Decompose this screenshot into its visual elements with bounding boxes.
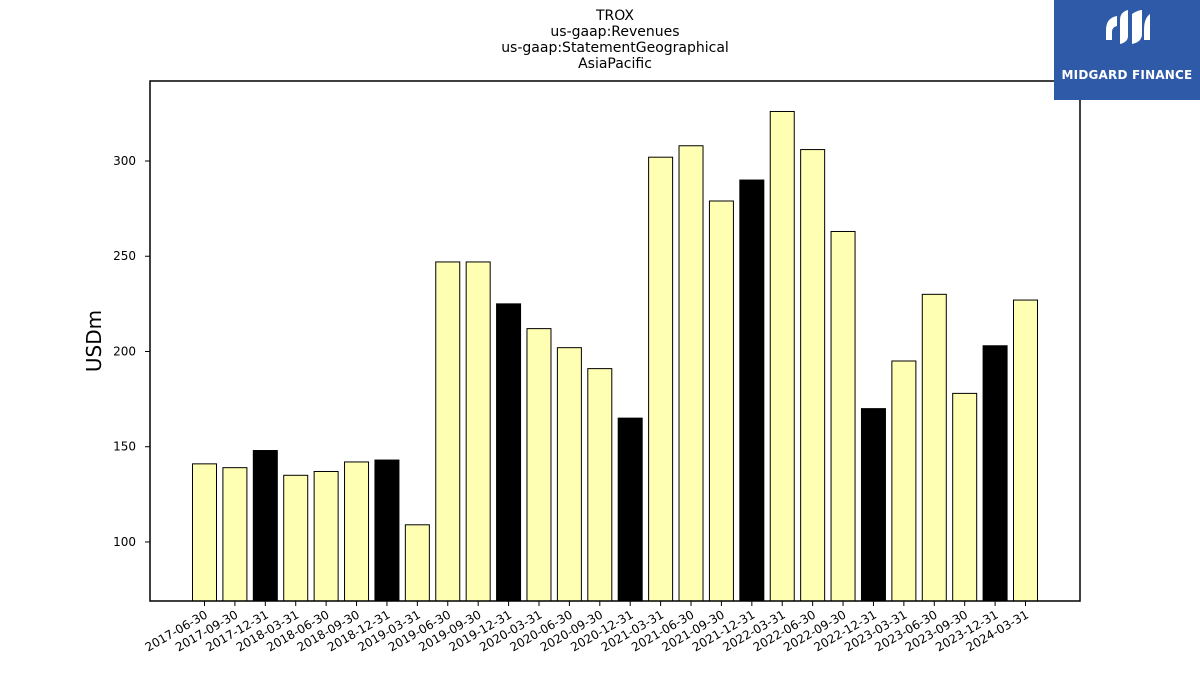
- chart-title-line-4: AsiaPacific: [578, 56, 652, 72]
- bar-2020-06-30: [556, 347, 582, 602]
- y-tick-label: 100: [113, 535, 136, 549]
- midgard-logo-mark-icon: [1106, 10, 1150, 44]
- bar-2022-09-30: [830, 230, 856, 602]
- bar-2024-03-31: [1013, 299, 1038, 602]
- bar-2021-09-30: [708, 200, 734, 602]
- bar-2018-09-30: [344, 461, 370, 602]
- bar-2020-03-31: [526, 328, 552, 602]
- bar-2023-03-31: [891, 360, 917, 602]
- bar-2020-12-31: [617, 417, 643, 602]
- bar-2019-12-31: [496, 303, 522, 602]
- y-tick-label: 200: [113, 344, 136, 358]
- bar-2019-09-30: [465, 261, 491, 602]
- bar-2020-09-30: [587, 368, 613, 602]
- y-axis-label: USDm: [82, 310, 106, 372]
- bar-2019-03-31: [404, 524, 430, 602]
- logo-text: MIDGARD FINANCE: [1061, 68, 1193, 82]
- bar-2023-12-31: [982, 345, 1008, 602]
- midgard-finance-logo: MIDGARD FINANCE: [1054, 0, 1200, 100]
- x-axis: 2017-06-302017-09-302017-12-312018-03-31…: [143, 601, 1031, 654]
- bar-2023-09-30: [952, 392, 978, 602]
- y-tick-label: 300: [113, 154, 136, 168]
- y-tick-label: 150: [113, 440, 136, 454]
- bar-2019-06-30: [435, 261, 461, 602]
- bar-2018-12-31: [374, 459, 400, 602]
- bars-layer: [192, 110, 1038, 602]
- bar-2021-12-31: [739, 179, 765, 602]
- bar-2022-12-31: [860, 408, 886, 602]
- bar-2017-06-30: [192, 463, 217, 602]
- plot-frame: [149, 80, 1081, 602]
- bar-2018-03-31: [283, 474, 309, 602]
- bar-2017-12-31: [252, 450, 278, 602]
- bar-2021-03-31: [648, 156, 674, 602]
- bar-2022-03-31: [769, 110, 795, 602]
- bar-2018-06-30: [313, 470, 339, 602]
- bar-2022-06-30: [800, 149, 826, 602]
- bar-2017-09-30: [222, 467, 248, 602]
- chart-title-line-1: TROX: [596, 8, 634, 24]
- chart-title-line-2: us-gaap:Revenues: [550, 24, 680, 40]
- y-tick-label: 250: [113, 249, 136, 263]
- y-axis: 100 150 200 250 300: [113, 154, 150, 549]
- bar-2021-06-30: [678, 145, 704, 602]
- bar-2023-06-30: [921, 293, 947, 602]
- chart-title-line-3: us-gaap:StatementGeographical: [501, 40, 729, 56]
